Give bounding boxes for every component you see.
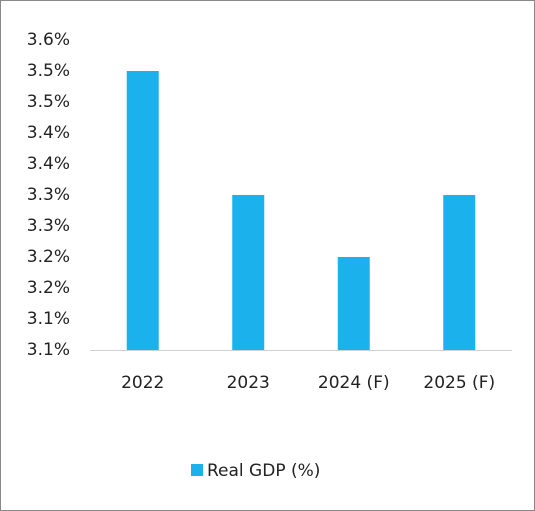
y-tick-label: 3.2%	[27, 247, 70, 267]
y-tick-label: 3.4%	[27, 123, 70, 143]
bar	[126, 71, 159, 350]
y-tick-label: 3.3%	[27, 185, 70, 205]
y-tick-label: 3.4%	[27, 154, 70, 174]
bar	[337, 257, 370, 350]
legend-swatch	[191, 464, 203, 476]
y-tick-label: 3.1%	[27, 309, 70, 329]
y-tick-label: 3.1%	[27, 340, 70, 360]
x-tick-label: 2023	[227, 373, 270, 393]
x-tick-label: 2022	[121, 373, 164, 393]
y-tick-label: 3.3%	[27, 216, 70, 236]
y-tick-label: 3.5%	[27, 92, 70, 112]
x-tick-label: 2024 (F)	[318, 373, 390, 393]
y-tick-label: 3.6%	[27, 30, 70, 50]
y-tick-label: 3.2%	[27, 278, 70, 298]
bar	[232, 195, 265, 350]
bar	[443, 195, 476, 350]
y-tick-label: 3.5%	[27, 61, 70, 81]
legend-label: Real GDP (%)	[207, 461, 320, 481]
x-tick-label: 2025 (F)	[423, 373, 495, 393]
